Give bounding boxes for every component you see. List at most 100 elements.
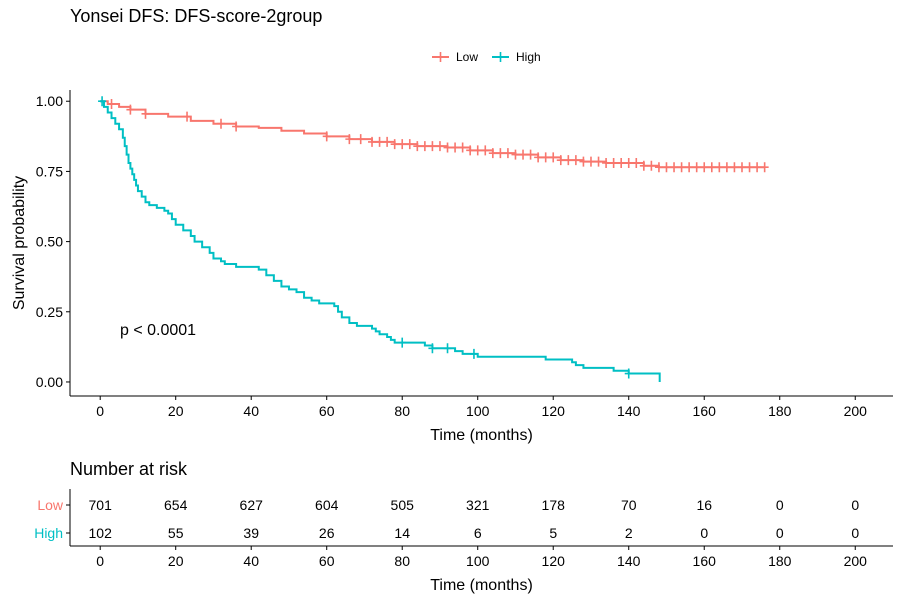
- risk-x-axis-label: Time (months): [430, 577, 533, 594]
- censor-mark-low: [617, 157, 626, 168]
- risk-count-high: 55: [168, 525, 184, 541]
- censor-mark-low: [375, 136, 384, 147]
- censor-mark-low: [405, 139, 414, 150]
- x-tick-label: 140: [617, 403, 641, 419]
- censor-mark-low: [677, 162, 686, 173]
- km-curve-low: [100, 100, 765, 169]
- x-tick-label: 180: [768, 403, 792, 419]
- censor-mark-low: [594, 156, 603, 167]
- risk-x-tick-label: 160: [693, 553, 717, 569]
- x-tick-label: 60: [319, 403, 335, 419]
- censor-mark-low: [141, 108, 150, 119]
- censor-mark-low: [458, 142, 467, 153]
- censor-mark-low: [753, 162, 762, 173]
- censor-mark-low: [692, 162, 701, 173]
- censor-mark-low: [473, 145, 482, 156]
- censor-mark-low: [322, 131, 331, 142]
- legend-label-high: High: [516, 50, 541, 64]
- censor-mark-low: [443, 142, 452, 153]
- risk-count-low: 0: [851, 497, 859, 513]
- censor-mark-low: [511, 149, 520, 160]
- censor-mark-low: [685, 162, 694, 173]
- censor-mark-low: [632, 157, 641, 168]
- censor-mark-low: [571, 155, 580, 166]
- x-tick-label: 40: [243, 403, 259, 419]
- censor-mark-low: [556, 155, 565, 166]
- censor-mark-low: [579, 156, 588, 167]
- censor-mark-low: [609, 157, 618, 168]
- risk-count-low: 604: [315, 497, 339, 513]
- risk-count-high: 26: [319, 525, 335, 541]
- risk-count-low: 321: [466, 497, 490, 513]
- p-value-annotation: p < 0.0001: [120, 322, 196, 339]
- censor-mark-low: [383, 136, 392, 147]
- censor-mark-low: [390, 139, 399, 150]
- censor-mark-low: [541, 152, 550, 163]
- censor-mark-low: [670, 162, 679, 173]
- censor-mark-low: [398, 139, 407, 150]
- censor-mark-low: [647, 160, 656, 171]
- censor-mark-high: [98, 96, 107, 107]
- censor-mark-low: [654, 162, 663, 173]
- x-tick-label: 20: [168, 403, 184, 419]
- risk-count-high: 14: [394, 525, 410, 541]
- censor-mark-low: [413, 141, 422, 152]
- censor-mark-low: [707, 162, 716, 173]
- x-tick-label: 80: [394, 403, 410, 419]
- censor-mark-low: [639, 160, 648, 171]
- risk-count-low: 654: [164, 497, 188, 513]
- censor-mark-low: [602, 157, 611, 168]
- risk-x-tick-label: 140: [617, 553, 641, 569]
- risk-count-high: 102: [89, 525, 113, 541]
- risk-count-low: 0: [776, 497, 784, 513]
- censor-mark-low: [126, 104, 135, 115]
- risk-count-low: 16: [696, 497, 712, 513]
- censor-mark-low: [481, 145, 490, 156]
- risk-count-high: 2: [625, 525, 633, 541]
- y-tick-label: 0.25: [36, 304, 63, 320]
- censor-mark-low: [232, 121, 241, 132]
- censor-mark-low: [737, 162, 746, 173]
- censor-mark-low: [488, 148, 497, 159]
- censor-mark-low: [420, 141, 429, 152]
- x-tick-label: 160: [693, 403, 717, 419]
- censor-mark-low: [503, 148, 512, 159]
- risk-x-tick-label: 40: [243, 553, 259, 569]
- risk-count-high: 5: [549, 525, 557, 541]
- censor-mark-low: [700, 162, 709, 173]
- censor-mark-low: [356, 134, 365, 145]
- censor-mark-high: [443, 343, 452, 354]
- risk-row-label-high: High: [34, 525, 63, 541]
- censor-mark-low: [730, 162, 739, 173]
- risk-row-label-low: Low: [37, 497, 64, 513]
- risk-table-title: Number at risk: [70, 459, 188, 479]
- censor-mark-low: [586, 156, 595, 167]
- censor-mark-low: [368, 136, 377, 147]
- censor-mark-high: [469, 348, 478, 359]
- risk-x-tick-label: 120: [542, 553, 566, 569]
- risk-count-low: 70: [621, 497, 637, 513]
- censor-mark-low: [722, 162, 731, 173]
- censor-mark-low: [496, 148, 505, 159]
- censor-mark-low: [451, 142, 460, 153]
- censor-mark-low: [760, 162, 769, 173]
- censor-mark-low: [217, 118, 226, 129]
- y-tick-label: 0.50: [36, 234, 63, 250]
- censor-mark-low: [526, 149, 535, 160]
- y-axis-label: Survival probability: [11, 176, 28, 310]
- risk-count-low: 627: [240, 497, 264, 513]
- risk-count-high: 0: [851, 525, 859, 541]
- risk-count-low: 505: [391, 497, 415, 513]
- risk-count-high: 6: [474, 525, 482, 541]
- y-tick-label: 1.00: [36, 93, 63, 109]
- risk-count-low: 178: [542, 497, 566, 513]
- risk-count-low: 701: [89, 497, 113, 513]
- risk-x-tick-label: 20: [168, 553, 184, 569]
- risk-x-tick-label: 80: [394, 553, 410, 569]
- censor-mark-low: [107, 99, 116, 110]
- legend-label-low: Low: [456, 50, 478, 64]
- chart-title: Yonsei DFS: DFS-score-2group: [70, 6, 323, 26]
- censor-mark-low: [662, 162, 671, 173]
- risk-x-tick-label: 180: [768, 553, 792, 569]
